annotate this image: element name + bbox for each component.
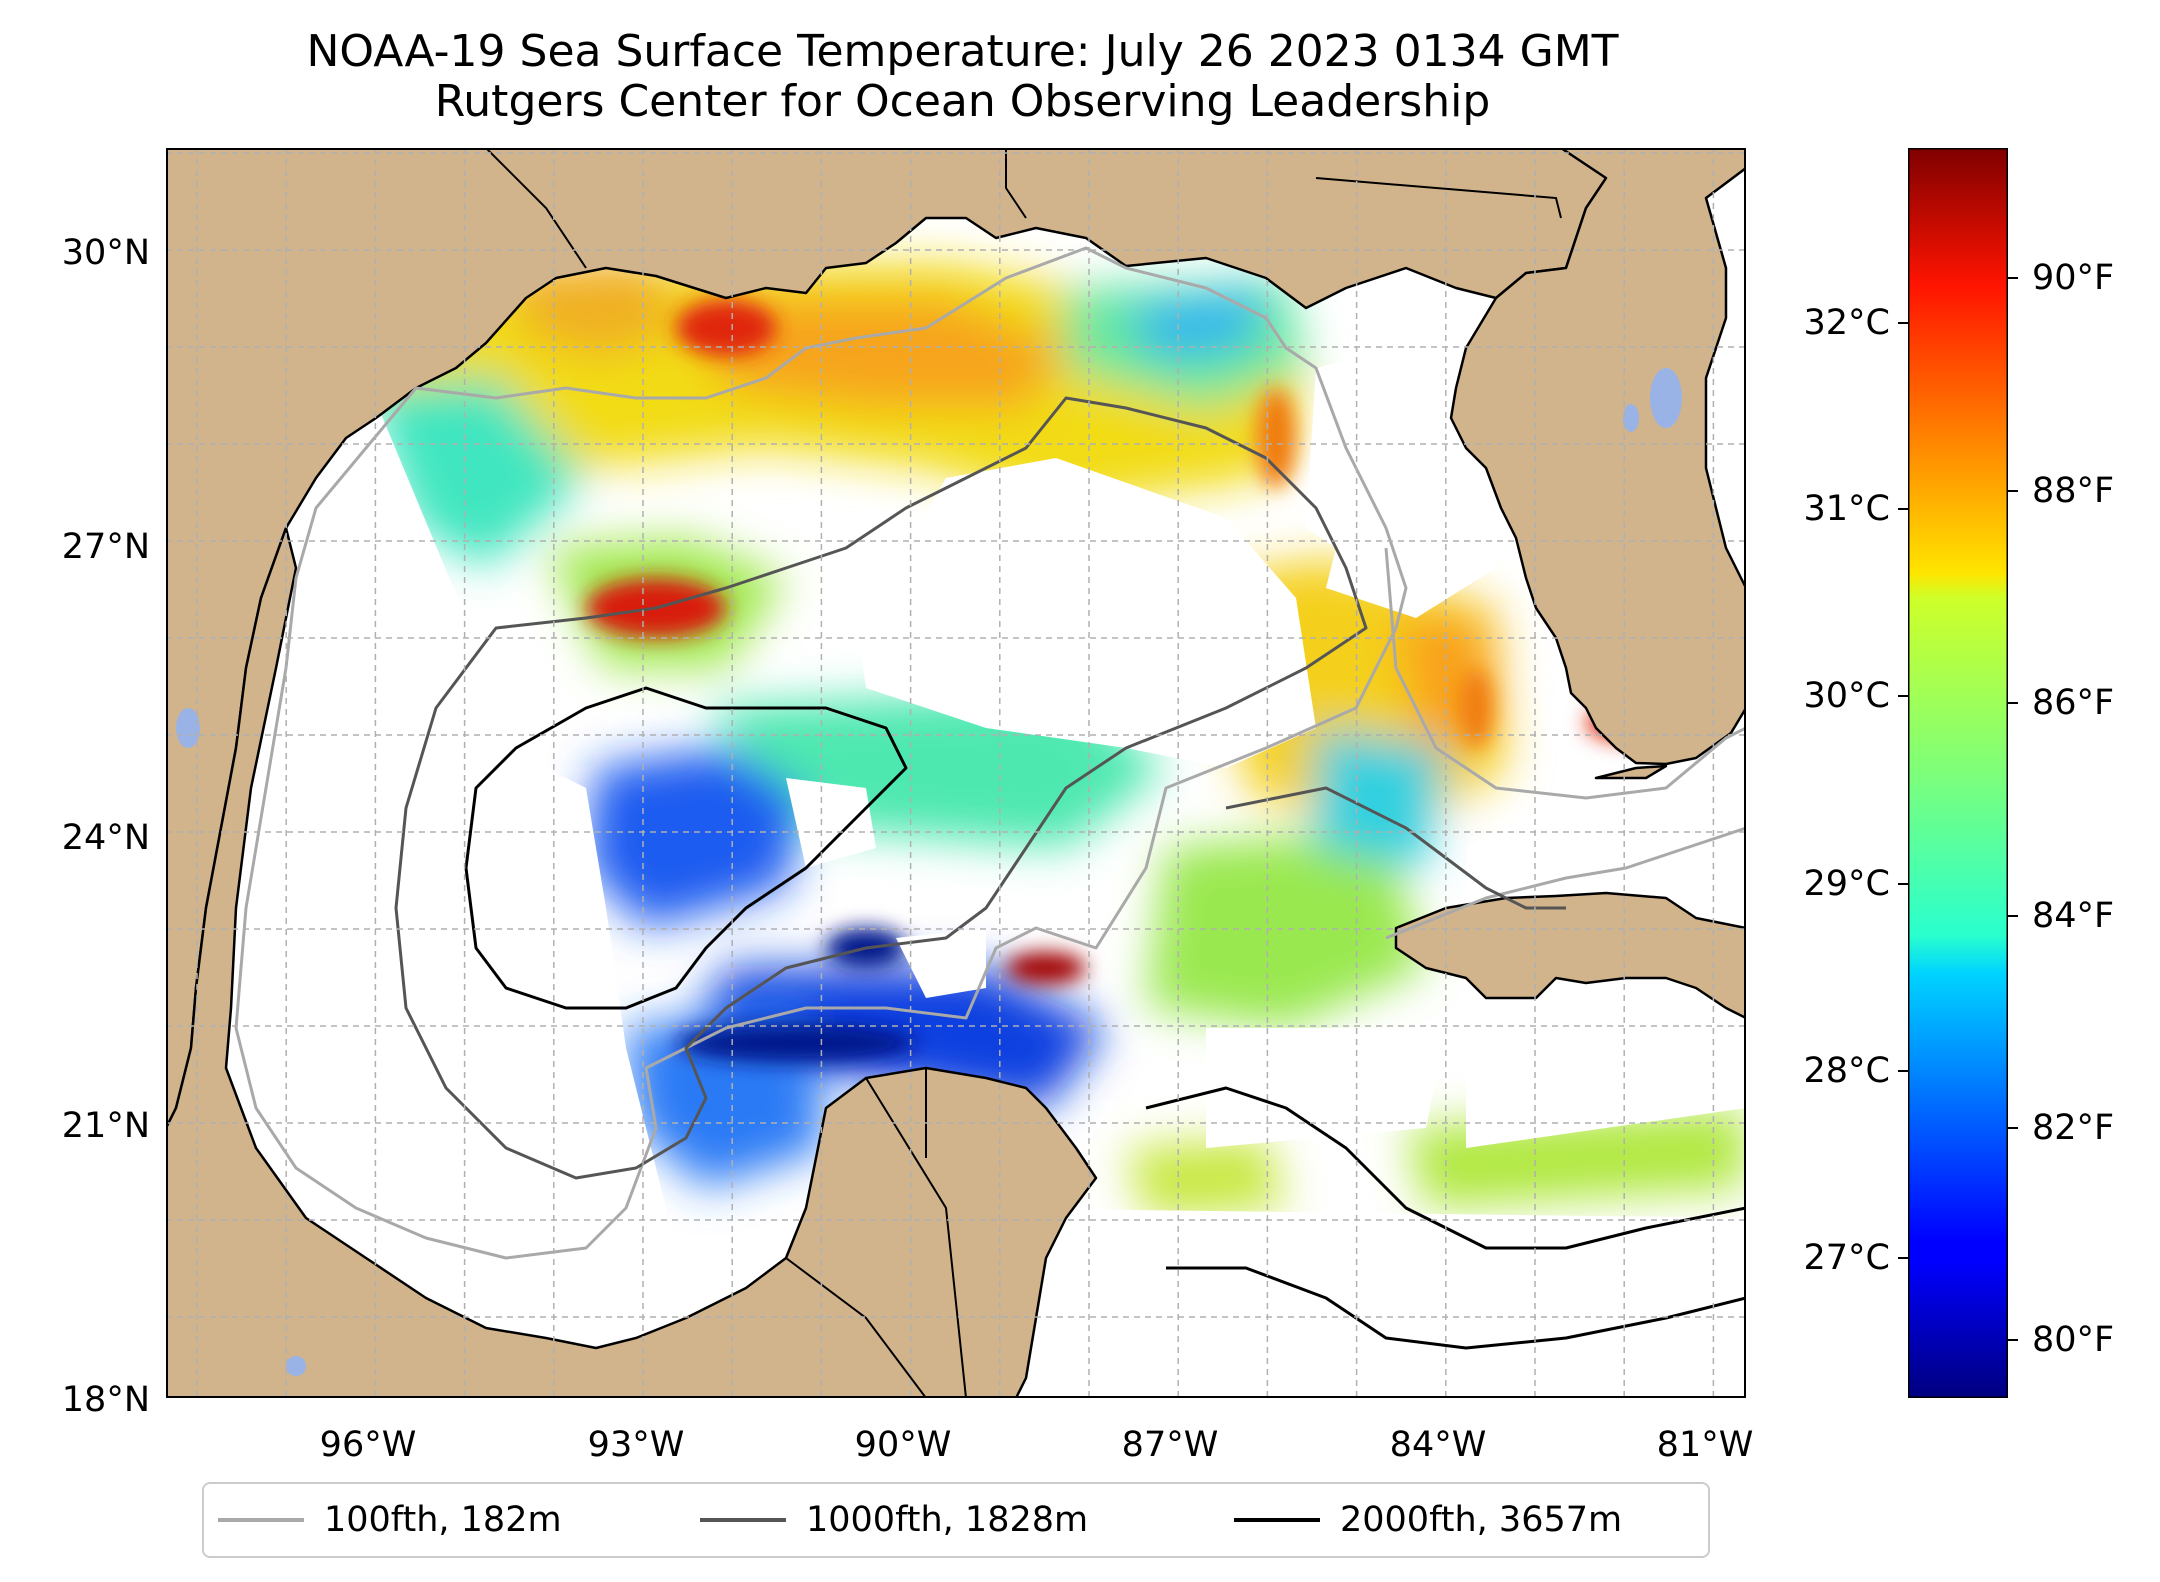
lon-label-84: 84°W [1389, 1425, 1487, 1465]
lat-label-18: 18°N [61, 1380, 150, 1420]
legend-swatch-100fth [218, 1518, 304, 1522]
colorbar-celsius-29: 29°C [1803, 864, 1890, 904]
lon-label-87: 87°W [1121, 1425, 1219, 1465]
colorbar-gradient [1908, 148, 2008, 1398]
contour-legend: 100fth, 182m 1000fth, 1828m 2000fth, 365… [202, 1482, 1710, 1558]
land-cuba [1394, 891, 1746, 1020]
colorbar [1908, 148, 2008, 1398]
colorbar-fahrenheit-88: 88°F [2032, 471, 2115, 511]
colorbar-fahrenheit-86: 86°F [2032, 683, 2115, 723]
legend-label-2000fth: 2000fth, 3657m [1340, 1500, 1623, 1540]
land-areas [166, 148, 1746, 1398]
lat-label-30: 30°N [61, 233, 150, 273]
colorbar-celsius-32: 32°C [1803, 303, 1890, 343]
land-mexico [166, 526, 1098, 1398]
colorbar-fahrenheit-90: 90°F [2032, 258, 2115, 298]
legend-label-1000fth: 1000fth, 1828m [806, 1500, 1089, 1540]
colorbar-celsius-27: 27°C [1803, 1238, 1890, 1278]
lon-label-81: 81°W [1656, 1425, 1754, 1465]
legend-item-2000fth: 2000fth, 3657m [1234, 1484, 1622, 1556]
land-florida [1449, 148, 1746, 766]
lakes [176, 368, 1682, 1376]
political-borders [485, 148, 1562, 1398]
colorbar-ticks [1898, 277, 2018, 1341]
lat-label-27: 27°N [61, 527, 150, 567]
lat-label-21: 21°N [61, 1106, 150, 1146]
map-border [166, 148, 1746, 1398]
lat-label-24: 24°N [61, 818, 150, 858]
map-subtitle: Rutgers Center for Ocean Observing Leade… [434, 76, 1491, 127]
legend-swatch-1000fth [700, 1518, 786, 1522]
contour-2000fth [464, 686, 908, 1010]
contour-1000fth [394, 396, 1368, 1180]
map-title: NOAA-19 Sea Surface Temperature: July 26… [306, 26, 1619, 77]
sst-map [166, 148, 1746, 1398]
colorbar-celsius-28: 28°C [1803, 1051, 1890, 1091]
lon-label-93: 93°W [587, 1425, 685, 1465]
colorbar-celsius-30: 30°C [1803, 676, 1890, 716]
legend-item-100fth: 100fth, 182m [218, 1484, 562, 1556]
legend-item-1000fth: 1000fth, 1828m [700, 1484, 1088, 1556]
colorbar-fahrenheit-82: 82°F [2032, 1108, 2115, 1148]
colorbar-fahrenheit-84: 84°F [2032, 896, 2115, 936]
colorbar-celsius-31: 31°C [1803, 489, 1890, 529]
contour-100fth [234, 246, 1408, 1260]
legend-label-100fth: 100fth, 182m [324, 1500, 562, 1540]
lon-label-90: 90°W [854, 1425, 952, 1465]
legend-swatch-2000fth [1234, 1518, 1320, 1522]
colorbar-fahrenheit-80: 80°F [2032, 1320, 2115, 1360]
lon-label-96: 96°W [319, 1425, 417, 1465]
